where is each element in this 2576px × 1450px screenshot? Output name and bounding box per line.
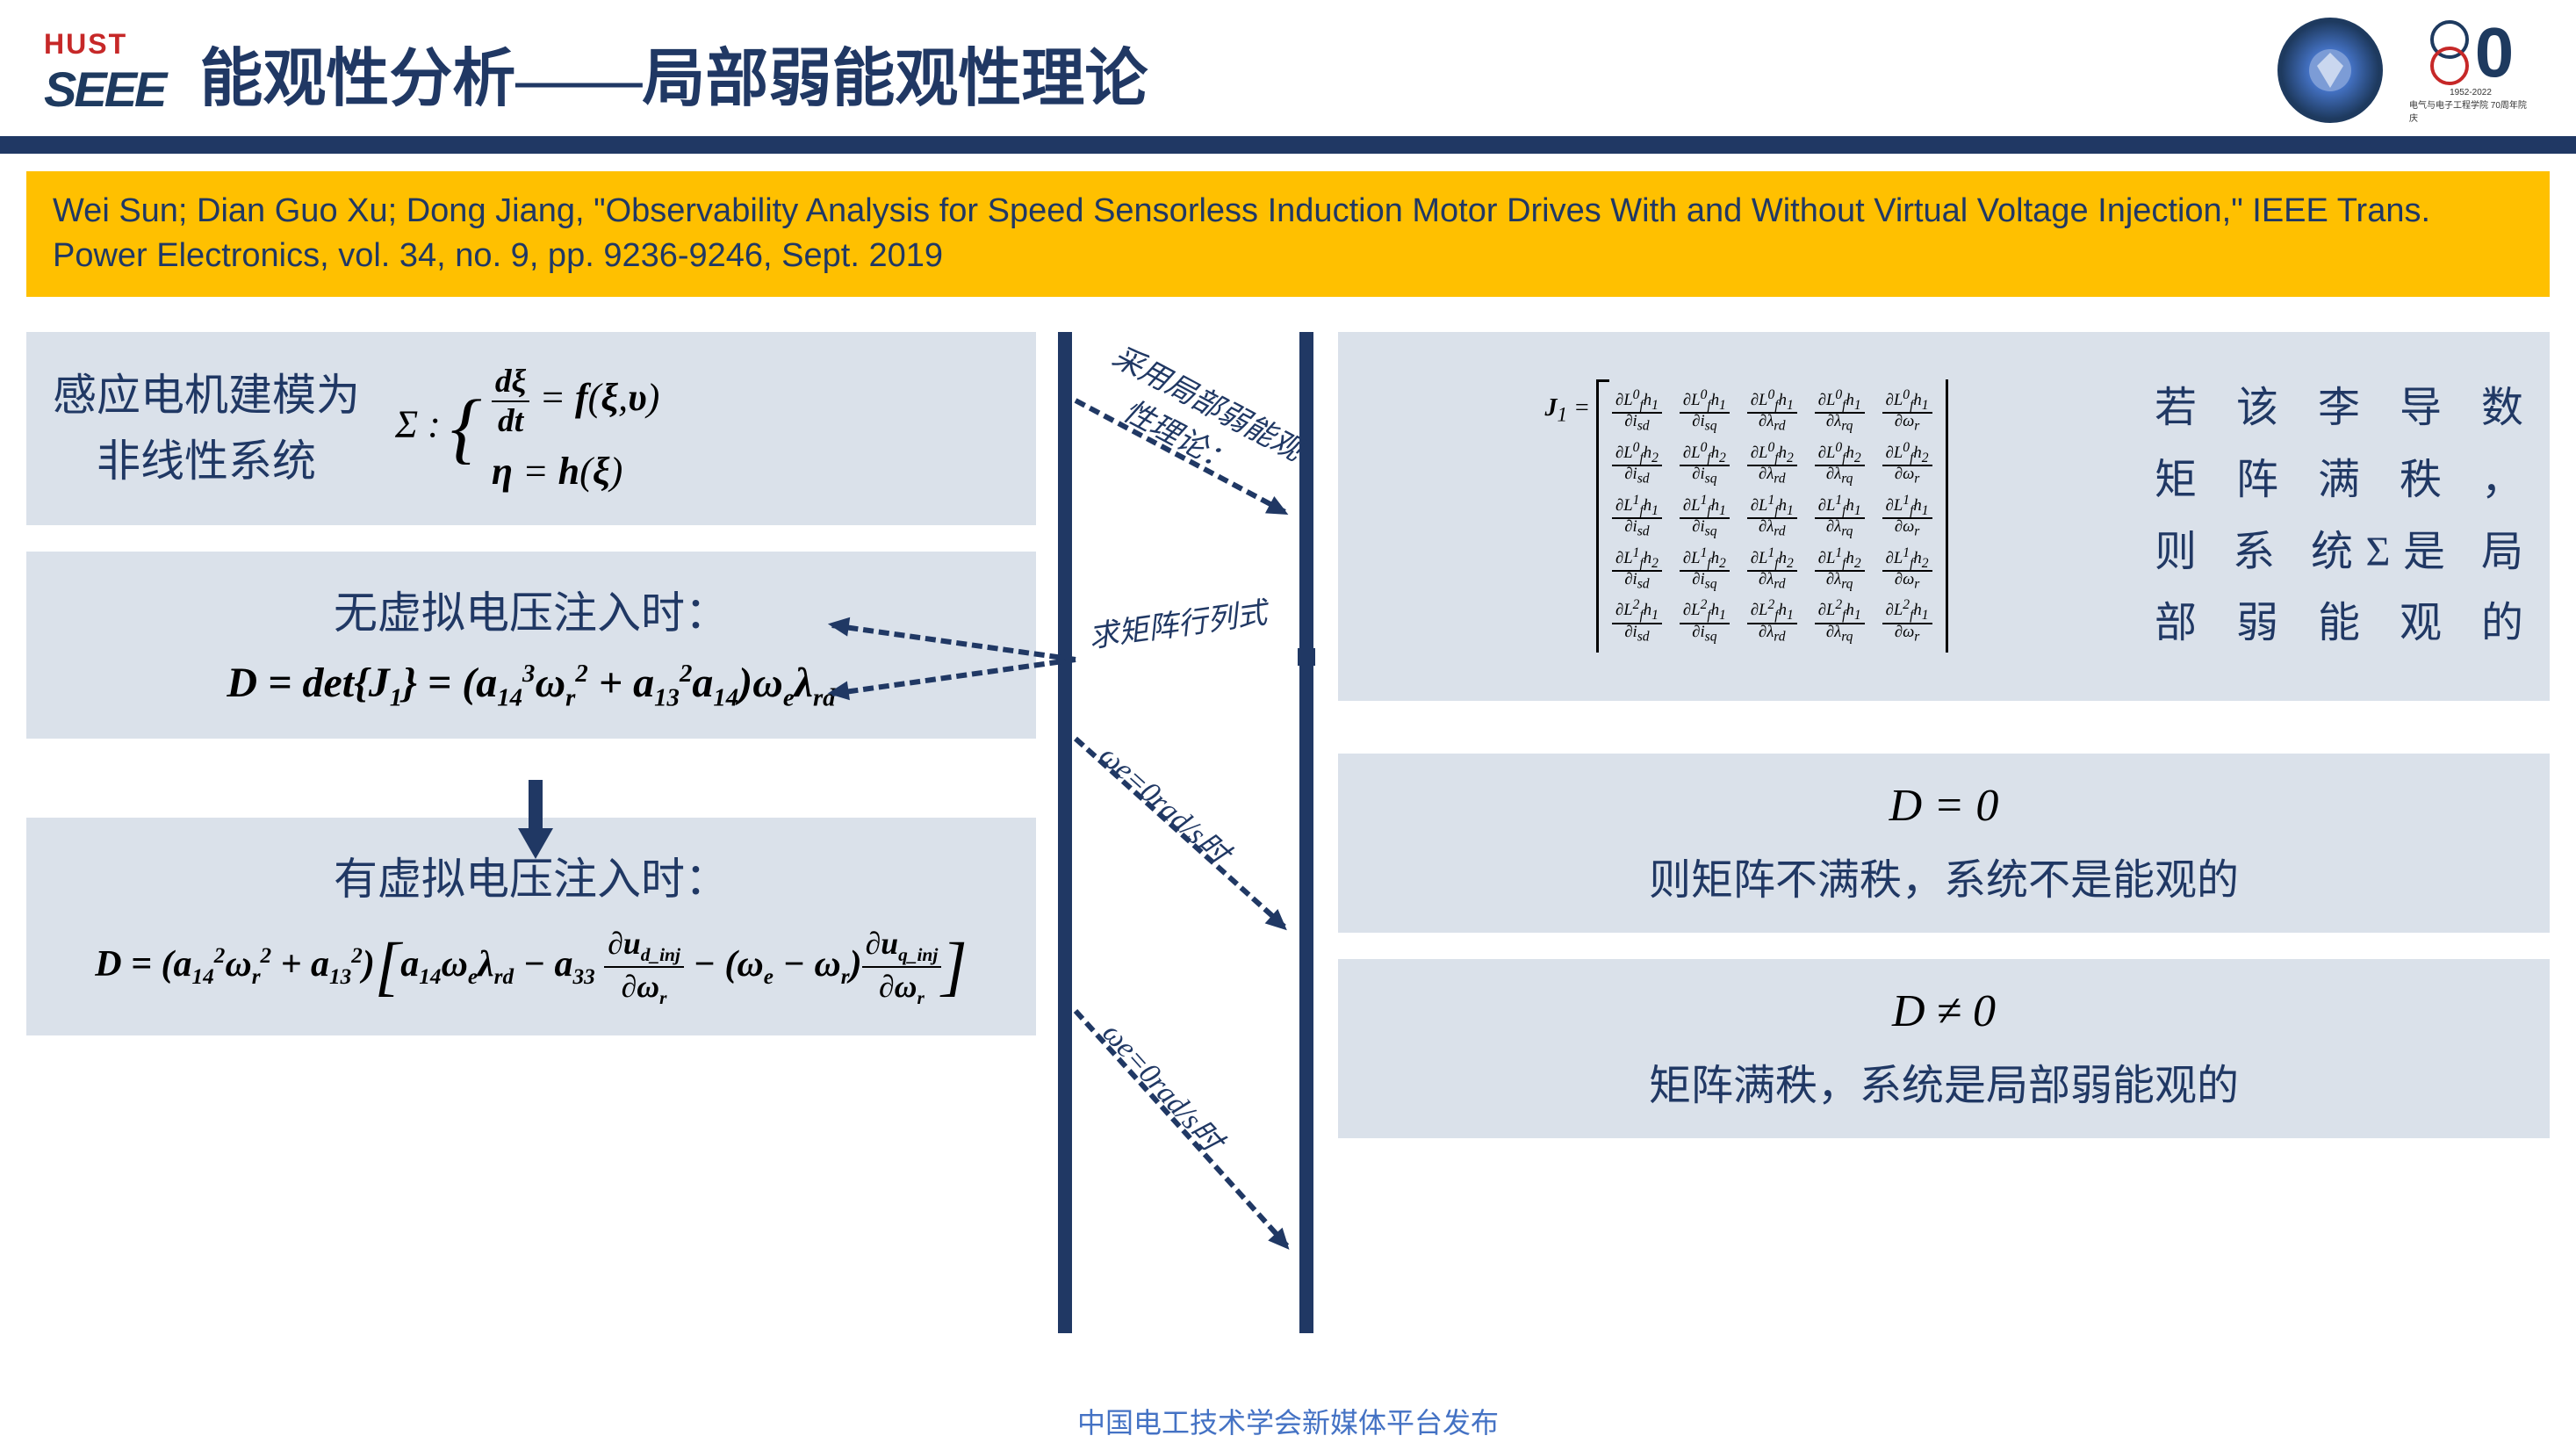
sigma-symbol: Σ : — [395, 403, 441, 446]
arrow-1-label: 采用局部弱能观性理论： — [1086, 332, 1311, 506]
arrow-3-label: ωe=0rad/s时 — [1092, 732, 1241, 872]
matrix-cell: ∂L1fh2∂isq — [1680, 546, 1730, 592]
matrix-cell: ∂L0fh1∂isd — [1612, 388, 1662, 434]
matrix-cell: ∂L1fh2∂λrq — [1815, 546, 1865, 592]
matrix-cell: ∂L2fh1∂isd — [1612, 598, 1662, 644]
modeling-equation: Σ : { dξdt = f(ξ,υ) η = h(ξ) — [395, 363, 659, 494]
box-d-nonzero: D ≠ 0 矩阵满秩，系统是局部弱能观的 — [1338, 959, 2550, 1138]
logo-seee: SEEE — [44, 61, 164, 118]
matrix-cell: ∂L0fh2∂isd — [1612, 441, 1662, 487]
badge-70: 0 — [2475, 18, 2515, 88]
d-zero-text: 则矩阵不满秩，系统不是能观的 — [1356, 845, 2532, 906]
matrix-cell: ∂L1fh1∂λrq — [1815, 494, 1865, 539]
page-title: 能观性分析——局部弱能观性理论 — [199, 26, 1148, 119]
d-nonzero-eq: D ≠ 0 — [1356, 985, 2532, 1037]
matrix-cell: ∂L0fh2∂ωr — [1882, 441, 1932, 487]
matrix-cell: ∂L0fh2∂isq — [1680, 441, 1730, 487]
down-arrow-icon — [518, 780, 553, 859]
header: HUST SEEE 能观性分析——局部弱能观性理论 0 1952-2022 电气… — [0, 0, 2576, 127]
vertical-bar-1 — [1058, 332, 1072, 1333]
vertical-bar-2 — [1299, 332, 1313, 1333]
header-divider — [0, 136, 2576, 154]
badge-year: 1952-2022 — [2450, 88, 2492, 97]
matrix-cell: ∂L0fh1∂ωr — [1882, 388, 1932, 434]
matrix-cell: ∂L0fh2∂λrd — [1747, 441, 1797, 487]
matrix-cell: ∂L2fh1∂λrd — [1747, 598, 1797, 644]
matrix-cell: ∂L1fh1∂isq — [1680, 494, 1730, 539]
matrix-cell: ∂L0fh1∂isq — [1680, 388, 1730, 434]
box-without-injection: 无虚拟电压注入时： D = det{J1} = (a143ωr2 + a132a… — [26, 552, 1036, 739]
matrix-cell: ∂L1fh2∂ωr — [1882, 546, 1932, 592]
jacobian-matrix: J1 = ∂L0fh1∂isd∂L0fh1∂isq∂L0fh1∂λrd∂L0fh… — [1364, 379, 2128, 653]
with-equation: D = (a142ωr2 + a132)[a14ωeλrd − a33 ∂ud_… — [35, 925, 1027, 1009]
jacobian-text: 若 该 李 导 数矩 阵 满 秩 ，则 系 统Σ是 局部弱能观的 — [2155, 372, 2523, 659]
matrix-cell: ∂L1fh1∂λrd — [1747, 494, 1797, 539]
matrix-cell: ∂L0fh1∂λrd — [1747, 388, 1797, 434]
university-seal-icon — [2277, 18, 2383, 123]
content-area: 感应电机建模为非线性系统 Σ : { dξdt = f(ξ,υ) η = h(ξ… — [26, 314, 2550, 1368]
matrix-cell: ∂L1fh1∂ωr — [1882, 494, 1932, 539]
matrix-cell: ∂L2fh1∂isq — [1680, 598, 1730, 644]
matrix-cell: ∂L0fh1∂λrq — [1815, 388, 1865, 434]
badges: 0 1952-2022 电气与电子工程学院 70周年院庆 — [2277, 18, 2532, 123]
footer-text: 中国电工技术学会新媒体平台发布 — [1077, 1401, 1499, 1441]
left-column: 感应电机建模为非线性系统 Σ : { dξdt = f(ξ,υ) η = h(ξ… — [26, 332, 1036, 1063]
anniversary-badge: 0 1952-2022 电气与电子工程学院 70周年院庆 — [2409, 18, 2532, 123]
arrow-4-label: ωe=0rad/s时 — [1095, 1011, 1234, 1159]
box-modeling: 感应电机建模为非线性系统 Σ : { dξdt = f(ξ,υ) η = h(ξ… — [26, 332, 1036, 525]
d-nonzero-text: 矩阵满秩，系统是局部弱能观的 — [1356, 1050, 2532, 1112]
citation-box: Wei Sun; Dian Guo Xu; Dong Jiang, "Obser… — [26, 171, 2550, 297]
right-column: J1 = ∂L0fh1∂isd∂L0fh1∂isq∂L0fh1∂λrd∂L0fh… — [1338, 332, 2550, 1165]
badge-sub: 电气与电子工程学院 70周年院庆 — [2409, 97, 2532, 124]
matrix-cell: ∂L1fh2∂λrd — [1747, 546, 1797, 592]
matrix-cell: ∂L1fh1∂isd — [1612, 494, 1662, 539]
matrix-cell: ∂L0fh2∂λrq — [1815, 441, 1865, 487]
logo-hust: HUST — [44, 28, 164, 61]
matrix-cell: ∂L2fh1∂ωr — [1882, 598, 1932, 644]
box-d-zero: D = 0 则矩阵不满秩，系统不是能观的 — [1338, 754, 2550, 933]
box-jacobian: J1 = ∂L0fh1∂isd∂L0fh1∂isq∂L0fh1∂λrd∂L0fh… — [1338, 332, 2550, 701]
matrix-cell: ∂L1fh2∂isd — [1612, 546, 1662, 592]
logo: HUST SEEE — [44, 28, 164, 118]
matrix-cell: ∂L2fh1∂λrq — [1815, 598, 1865, 644]
modeling-label: 感应电机建模为非线性系统 — [53, 363, 360, 494]
arrow-2-label: 求矩阵行列式 — [1086, 588, 1270, 655]
d-zero-eq: D = 0 — [1356, 780, 2532, 832]
arrow-2-origin — [1298, 648, 1315, 666]
